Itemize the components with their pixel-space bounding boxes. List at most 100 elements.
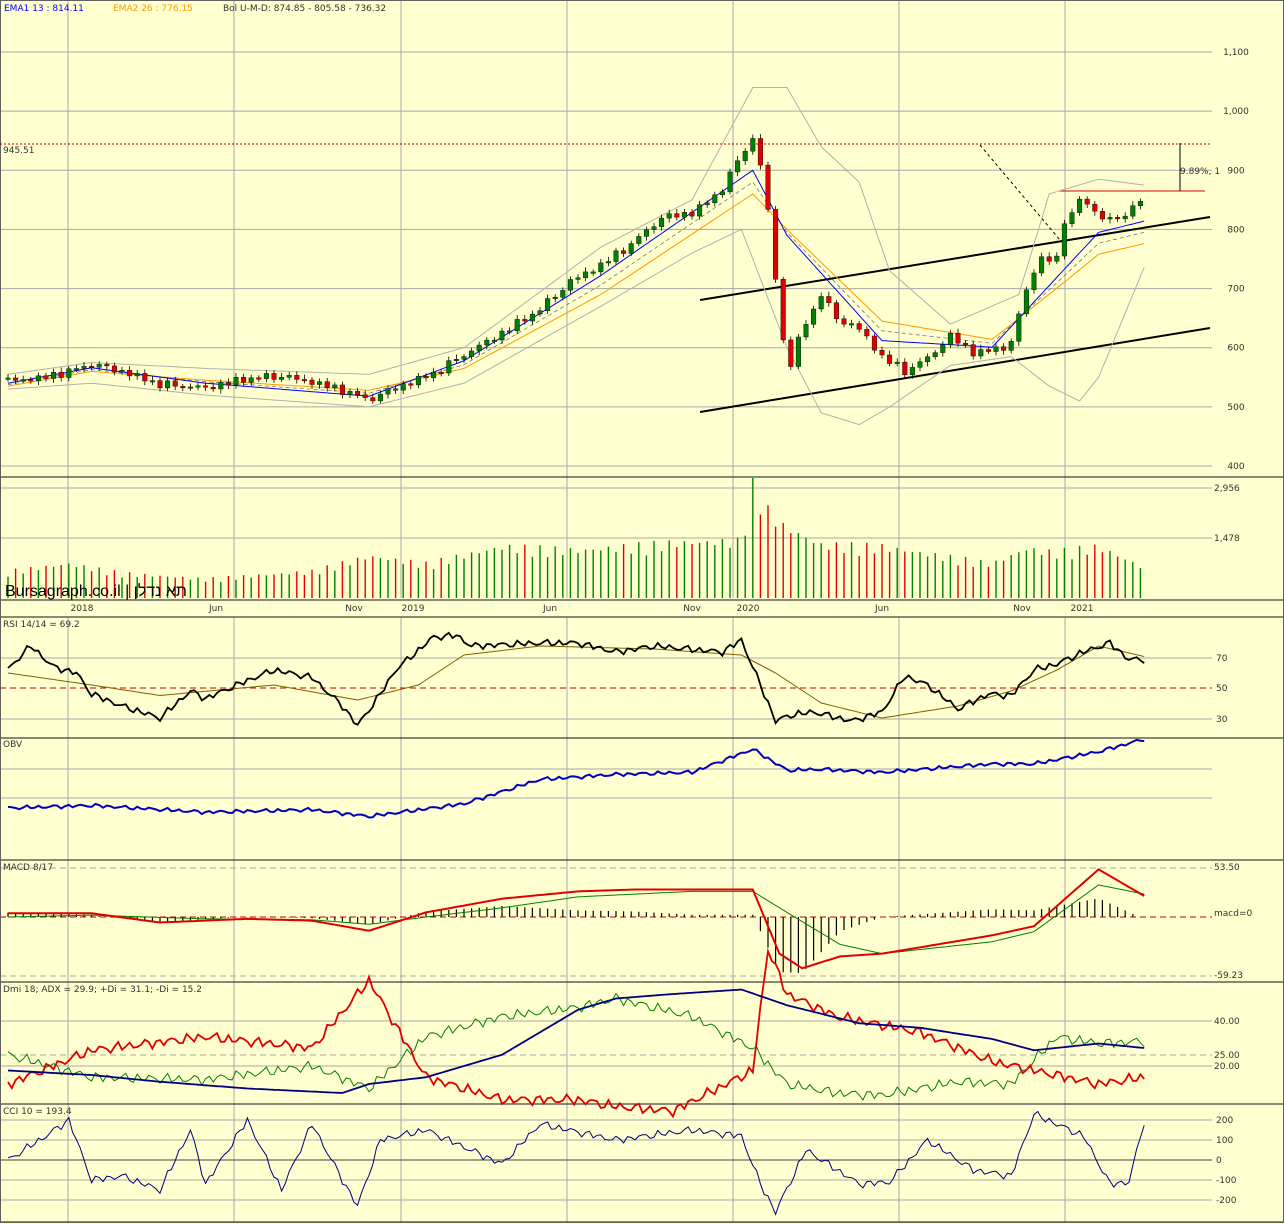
candle-body bbox=[788, 339, 794, 367]
candle-body bbox=[978, 349, 984, 357]
candle-body bbox=[453, 359, 459, 361]
macd-line bbox=[8, 868, 1145, 970]
candle-body bbox=[28, 379, 34, 382]
candle-body bbox=[446, 360, 452, 374]
candle-body bbox=[294, 375, 300, 380]
candle-body bbox=[879, 349, 885, 356]
candle-body bbox=[1016, 313, 1022, 342]
price-tick-label: 600 bbox=[1227, 344, 1244, 354]
candle-body bbox=[233, 377, 239, 386]
candle-body bbox=[362, 394, 368, 398]
candle-body bbox=[271, 373, 277, 380]
candle-body bbox=[1039, 256, 1045, 274]
macd-top-label: 53.50 bbox=[1214, 863, 1240, 873]
dmi-tick-label: 40.00 bbox=[1214, 1017, 1240, 1027]
candle-body bbox=[241, 377, 247, 383]
candle-body bbox=[826, 296, 832, 303]
candle-body bbox=[917, 361, 923, 368]
candle-body bbox=[438, 372, 444, 374]
trend-dashed-line bbox=[979, 144, 1061, 241]
candle-body bbox=[408, 383, 414, 386]
candle-body bbox=[210, 387, 216, 390]
candle-body bbox=[385, 388, 391, 395]
candle-body bbox=[370, 397, 376, 402]
adx-line bbox=[7, 988, 1145, 1094]
macd-bottom-label: -59.23 bbox=[1214, 971, 1243, 981]
candle-body bbox=[712, 194, 718, 204]
candle-body bbox=[400, 383, 406, 391]
candle-body bbox=[795, 336, 801, 367]
candle-body bbox=[902, 361, 908, 376]
price-marker-label: 945.51 bbox=[3, 146, 35, 156]
ema1-line bbox=[7, 169, 1145, 397]
candle-body bbox=[309, 379, 315, 385]
candle-body bbox=[605, 261, 611, 264]
candle-body bbox=[887, 354, 893, 364]
price-tick-label: 400 bbox=[1227, 462, 1244, 472]
candle-body bbox=[172, 380, 178, 387]
candle-body bbox=[651, 226, 657, 230]
time-tick-label: Nov bbox=[683, 604, 701, 614]
candle-body bbox=[613, 250, 619, 262]
candle-body bbox=[66, 368, 72, 378]
time-tick-label: Jun bbox=[874, 604, 889, 614]
candle-body bbox=[545, 298, 551, 311]
rsi-line bbox=[7, 631, 1145, 726]
candle-body bbox=[643, 229, 649, 237]
dmi-tick-label: 25.00 bbox=[1214, 1051, 1240, 1061]
ema2-line bbox=[7, 193, 1145, 391]
candle-body bbox=[415, 376, 421, 386]
price-tick-label: 700 bbox=[1227, 285, 1244, 295]
candle-body bbox=[659, 217, 665, 227]
candle-body bbox=[841, 318, 847, 325]
ema1-legend: EMA1 13 : 814.11 bbox=[4, 4, 84, 14]
candle-body bbox=[666, 213, 672, 219]
candle-body bbox=[765, 164, 771, 210]
rsi-tick-label: 50 bbox=[1216, 684, 1228, 694]
cci-tick-label: 0 bbox=[1216, 1156, 1222, 1166]
ema2-legend: EMA2 26 : 776.15 bbox=[113, 4, 193, 14]
candle-body bbox=[317, 381, 323, 385]
candle-body bbox=[735, 160, 741, 173]
cci-line bbox=[7, 1110, 1145, 1216]
axis-ticks: 2018 Jun Nov 2019 Jun Nov 2020 Jun Nov 2021 1,100 1… bbox=[71, 48, 1250, 1206]
candle-body bbox=[970, 344, 976, 357]
minus-di-line bbox=[7, 947, 1145, 1119]
bollinger-lower-line bbox=[7, 228, 1145, 426]
candle-body bbox=[1008, 341, 1014, 351]
candle-body bbox=[560, 290, 566, 298]
candle-body bbox=[947, 332, 953, 346]
candle-body bbox=[35, 375, 41, 382]
candle-body bbox=[157, 380, 163, 389]
time-tick-label: Jun bbox=[208, 604, 223, 614]
candle-body bbox=[484, 339, 490, 346]
candle-body bbox=[1130, 205, 1136, 217]
dmi-title: Dmi 18; ADX = 29.9; +Di = 31.1; -Di = 15… bbox=[3, 985, 202, 995]
candle-body bbox=[301, 379, 307, 382]
candle-body bbox=[757, 138, 763, 166]
candle-body bbox=[849, 323, 855, 326]
candle-body bbox=[1046, 256, 1052, 262]
candle-body bbox=[165, 380, 171, 389]
candle-body bbox=[955, 332, 961, 344]
series-group bbox=[5, 87, 1145, 1216]
candle-body bbox=[332, 384, 338, 389]
candle-body bbox=[507, 330, 513, 333]
candle-body bbox=[1077, 198, 1083, 213]
candle-body bbox=[119, 370, 125, 373]
bollinger-middle-line bbox=[7, 181, 1145, 394]
time-tick-label: 2020 bbox=[737, 604, 760, 614]
candle-body bbox=[195, 385, 201, 388]
candle-body bbox=[89, 366, 95, 369]
candle-body bbox=[567, 279, 573, 291]
candle-body bbox=[347, 391, 353, 395]
candle-body bbox=[674, 213, 680, 218]
candle-body bbox=[727, 171, 733, 193]
macd-zero-label: macd=0 bbox=[1214, 909, 1252, 919]
candle-body bbox=[750, 138, 756, 152]
candle-body bbox=[377, 393, 383, 402]
candle-body bbox=[552, 296, 558, 299]
candle-body bbox=[263, 373, 269, 379]
candle-body bbox=[491, 339, 497, 342]
